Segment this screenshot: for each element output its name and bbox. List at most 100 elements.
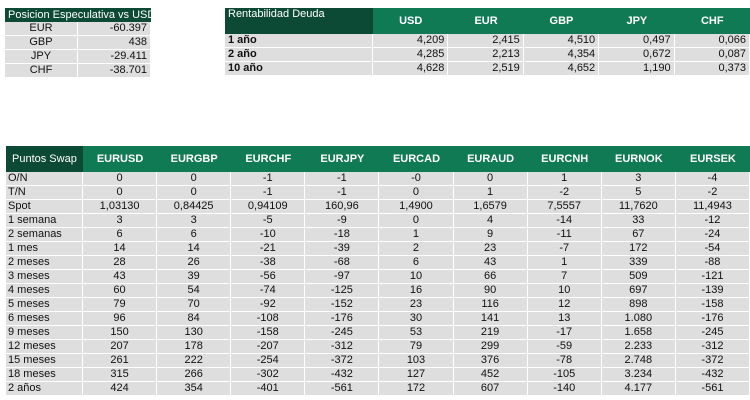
swap-value: -12 [675,214,750,228]
swap-value: 0 [379,186,454,200]
swap-value: 84 [157,312,232,326]
swap-value: 90 [453,284,528,298]
swap-value: 452 [453,368,528,382]
rent-column-header: JPY [599,8,675,34]
swap-value: 1 [527,256,602,270]
swap-value: 43 [453,256,528,270]
swap-column-header: EURSEK [675,146,750,172]
position-value: 438 [78,36,151,50]
yield-value: 4,510 [523,34,600,48]
yield-value: 2,519 [448,62,524,76]
swap-value: 1 [453,186,528,200]
swap-value: -312 [305,340,380,354]
posicion-row: JPY -29.411 [5,50,151,64]
posicion-especulativa-table: Posicion Especulativa vs USD EUR -60.397 G… [5,8,151,78]
rent-column-header: CHF [674,8,750,34]
tenor-label: 1 año [225,34,373,48]
swap-value: 509 [601,270,676,284]
currency-label: EUR [5,22,78,36]
yield-value: 4,628 [373,62,449,76]
swap-value: 1,4900 [379,200,454,214]
swap-value: 172 [601,242,676,256]
swap-value: -245 [305,326,380,340]
swap-tenor-label: 15 meses [6,354,83,368]
swap-value: 54 [157,284,232,298]
swap-value: -97 [305,270,380,284]
swap-value: 10 [527,284,602,298]
swap-value: 53 [379,326,454,340]
swap-column-header: EURCNH [527,146,602,172]
swap-value: 172 [379,382,454,396]
swap-value: -1 [231,186,306,200]
swap-row: T/N 0 0 -1 -1 0 1 -2 5 -2 [6,186,750,200]
tenor-label: 2 año [225,48,373,62]
swap-value: 16 [379,284,454,298]
position-value: -38.701 [78,64,151,78]
swap-value: 354 [157,382,232,396]
swap-row: 6 meses 96 84 -108 -176 30 141 13 1.080 -176 [6,312,750,326]
swap-value: -11 [527,228,602,242]
swap-value: -18 [305,228,380,242]
swap-value: 1.658 [601,326,676,340]
swap-value: -56 [231,270,306,284]
swap-value: 141 [453,312,528,326]
swap-value: 0 [157,172,232,186]
swap-value: -4 [675,172,750,186]
swap-row: Spot 1,03130 0,84425 0,94109 160,96 1,4900 1,6… [6,200,750,214]
rent-column-header: GBP [523,8,600,34]
swap-value: 10 [379,270,454,284]
swap-value: -432 [675,368,750,382]
swap-value: 0,94109 [231,200,306,214]
swap-tenor-label: 3 meses [6,270,83,284]
rent-column-header: EUR [448,8,524,34]
swap-value: -59 [527,340,602,354]
swap-value: 0,84425 [157,200,232,214]
swap-value: 130 [157,326,232,340]
swap-tenor-label: Spot [6,200,83,214]
swap-value: -74 [231,284,306,298]
yield-value: 0,672 [599,48,675,62]
swap-value: 0 [379,214,454,228]
swap-value: 4.177 [601,382,676,396]
swap-value: -21 [231,242,306,256]
swap-value: 0 [83,186,158,200]
swap-tenor-label: 12 meses [6,340,83,354]
swap-value: 79 [379,340,454,354]
swap-value: -1 [305,186,380,200]
swap-value: 60 [83,284,158,298]
swap-row: 2 semanas 6 6 -10 -18 1 9 -11 67 -24 [6,228,750,242]
swap-row: O/N 0 0 -1 -1 -0 0 1 3 -4 [6,172,750,186]
swap-value: -5 [231,214,306,228]
swap-value: 697 [601,284,676,298]
swap-value: -372 [305,354,380,368]
swap-value: -10 [231,228,306,242]
swap-value: 315 [83,368,158,382]
swap-column-header: EURUSD [83,146,158,172]
swap-value: 14 [83,242,158,256]
yield-value: 0,373 [674,62,750,76]
yield-value: 0,066 [674,34,750,48]
swap-tenor-label: 1 mes [6,242,83,256]
swap-value: -432 [305,368,380,382]
swap-column-header: EURCAD [379,146,454,172]
posicion-row: CHF -38.701 [5,64,151,78]
swap-value: 339 [601,256,676,270]
swap-value: -39 [305,242,380,256]
swap-value: 2.748 [601,354,676,368]
swap-value: 222 [157,354,232,368]
yield-value: 0,087 [674,48,750,62]
swap-value: 7 [527,270,602,284]
swap-row: 3 meses 43 39 -56 -97 10 66 7 509 -121 [6,270,750,284]
swap-value: -245 [675,326,750,340]
swap-value: -312 [675,340,750,354]
swap-row: 4 meses 60 54 -74 -125 16 90 10 697 -139 [6,284,750,298]
swap-value: 607 [453,382,528,396]
swap-value: 23 [379,298,454,312]
swap-value: 28 [83,256,158,270]
swap-value: 103 [379,354,454,368]
swap-value: 266 [157,368,232,382]
rent-row: 10 año 4,628 2,519 4,652 1,190 0,373 [225,62,750,76]
swap-value: 66 [453,270,528,284]
swap-value: -24 [675,228,750,242]
swap-value: -0 [379,172,454,186]
